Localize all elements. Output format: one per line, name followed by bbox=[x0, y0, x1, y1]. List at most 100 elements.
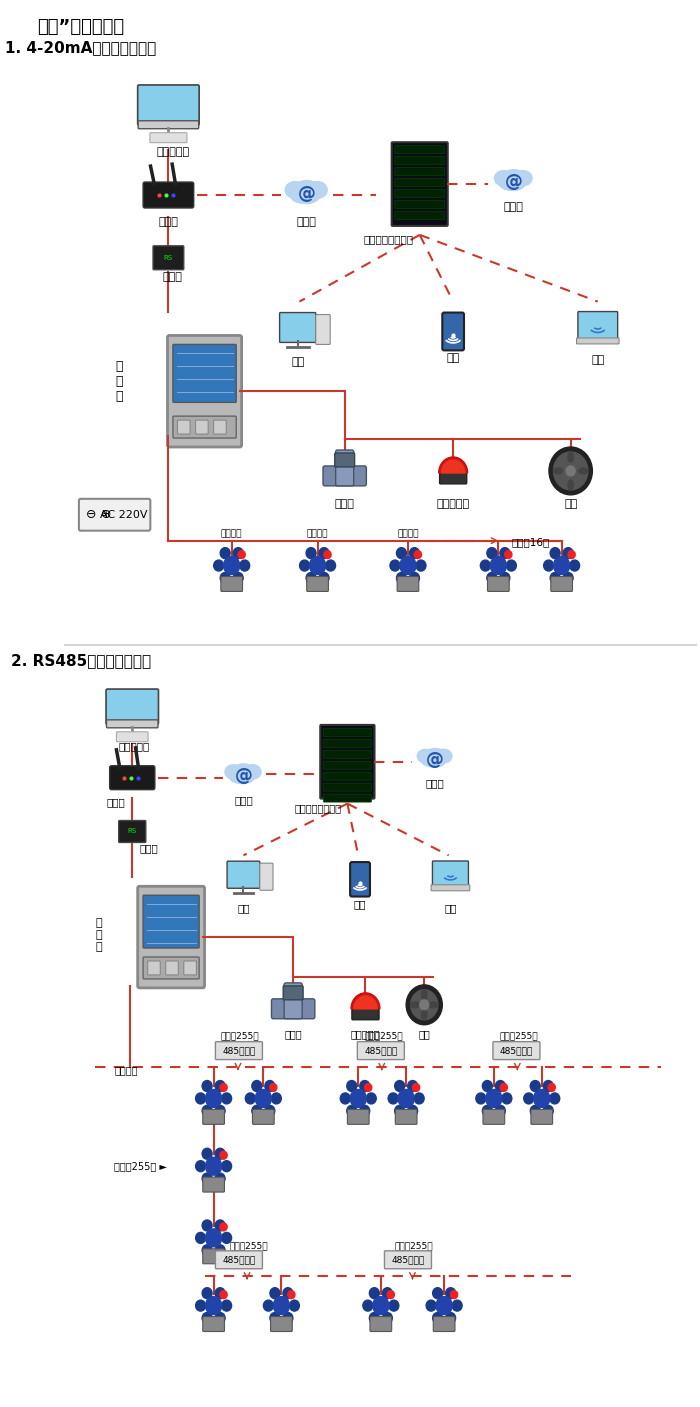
Ellipse shape bbox=[500, 547, 510, 559]
Text: 风机: 风机 bbox=[419, 1029, 430, 1038]
Ellipse shape bbox=[270, 1313, 280, 1324]
Text: 可连接255台 ►: 可连接255台 ► bbox=[114, 1161, 167, 1171]
Ellipse shape bbox=[272, 1093, 281, 1104]
FancyBboxPatch shape bbox=[173, 345, 236, 402]
Ellipse shape bbox=[382, 1287, 392, 1299]
FancyBboxPatch shape bbox=[316, 315, 330, 345]
Ellipse shape bbox=[215, 1287, 225, 1299]
Circle shape bbox=[505, 550, 512, 559]
FancyBboxPatch shape bbox=[487, 577, 509, 591]
Ellipse shape bbox=[446, 1287, 456, 1299]
Ellipse shape bbox=[222, 1093, 232, 1104]
FancyBboxPatch shape bbox=[220, 577, 242, 591]
FancyBboxPatch shape bbox=[195, 421, 208, 435]
FancyBboxPatch shape bbox=[116, 732, 148, 741]
Ellipse shape bbox=[543, 1081, 553, 1092]
FancyBboxPatch shape bbox=[177, 421, 190, 435]
Circle shape bbox=[406, 985, 442, 1024]
Ellipse shape bbox=[202, 1287, 212, 1299]
Circle shape bbox=[486, 1089, 502, 1107]
Text: 信号输出: 信号输出 bbox=[221, 529, 242, 539]
Ellipse shape bbox=[202, 1173, 212, 1185]
Ellipse shape bbox=[446, 1313, 456, 1324]
Text: @: @ bbox=[234, 767, 253, 785]
Ellipse shape bbox=[396, 547, 407, 559]
Ellipse shape bbox=[370, 1287, 379, 1299]
Text: 信号输出: 信号输出 bbox=[397, 529, 419, 539]
Text: 485中继器: 485中继器 bbox=[364, 1047, 398, 1055]
FancyBboxPatch shape bbox=[347, 1109, 369, 1124]
Circle shape bbox=[450, 1290, 458, 1299]
Text: 终端: 终端 bbox=[444, 903, 456, 913]
Ellipse shape bbox=[550, 547, 560, 559]
Circle shape bbox=[372, 1297, 389, 1314]
Ellipse shape bbox=[487, 573, 497, 584]
FancyBboxPatch shape bbox=[551, 577, 573, 591]
FancyBboxPatch shape bbox=[357, 1041, 405, 1059]
Text: 转换器: 转换器 bbox=[163, 272, 183, 281]
Text: ⊖: ⊖ bbox=[86, 508, 97, 521]
Ellipse shape bbox=[202, 1220, 212, 1231]
Circle shape bbox=[412, 1083, 420, 1092]
Text: @: @ bbox=[426, 751, 444, 768]
Text: 终端: 终端 bbox=[592, 356, 604, 366]
FancyBboxPatch shape bbox=[203, 1249, 225, 1263]
FancyBboxPatch shape bbox=[214, 421, 226, 435]
Ellipse shape bbox=[506, 560, 517, 571]
Ellipse shape bbox=[550, 573, 560, 584]
Text: 转换器: 转换器 bbox=[139, 843, 158, 854]
Ellipse shape bbox=[499, 176, 524, 190]
Ellipse shape bbox=[564, 547, 573, 559]
Ellipse shape bbox=[396, 573, 407, 584]
Circle shape bbox=[220, 1151, 228, 1159]
Ellipse shape bbox=[382, 1313, 392, 1324]
FancyBboxPatch shape bbox=[260, 862, 273, 891]
FancyBboxPatch shape bbox=[323, 466, 366, 485]
Ellipse shape bbox=[435, 750, 452, 763]
Circle shape bbox=[309, 557, 326, 574]
FancyBboxPatch shape bbox=[350, 862, 370, 896]
FancyBboxPatch shape bbox=[216, 1251, 262, 1269]
FancyBboxPatch shape bbox=[138, 886, 204, 988]
Circle shape bbox=[223, 557, 240, 574]
Ellipse shape bbox=[395, 1081, 405, 1092]
Ellipse shape bbox=[263, 1300, 274, 1311]
Text: @: @ bbox=[505, 173, 523, 191]
Wedge shape bbox=[439, 457, 468, 473]
Ellipse shape bbox=[417, 750, 434, 763]
Ellipse shape bbox=[564, 573, 573, 584]
Text: 声光报警器: 声光报警器 bbox=[351, 1029, 380, 1038]
Ellipse shape bbox=[550, 1093, 560, 1104]
FancyBboxPatch shape bbox=[531, 1109, 552, 1124]
Text: 声光报警器: 声光报警器 bbox=[437, 499, 470, 509]
Ellipse shape bbox=[346, 1106, 357, 1116]
Text: RS: RS bbox=[164, 255, 173, 260]
FancyBboxPatch shape bbox=[384, 1251, 431, 1269]
Circle shape bbox=[206, 1089, 222, 1107]
Ellipse shape bbox=[433, 1313, 442, 1324]
Ellipse shape bbox=[215, 1245, 225, 1256]
Ellipse shape bbox=[195, 1093, 206, 1104]
Ellipse shape bbox=[500, 170, 526, 190]
Circle shape bbox=[273, 1297, 290, 1314]
Ellipse shape bbox=[222, 1300, 232, 1311]
Text: 手机: 手机 bbox=[354, 899, 366, 909]
FancyBboxPatch shape bbox=[143, 895, 199, 948]
Ellipse shape bbox=[265, 1106, 275, 1116]
Ellipse shape bbox=[363, 1300, 373, 1311]
Text: ⊕: ⊕ bbox=[101, 508, 111, 521]
Ellipse shape bbox=[480, 560, 490, 571]
Circle shape bbox=[206, 1228, 222, 1247]
FancyBboxPatch shape bbox=[203, 1317, 225, 1331]
Ellipse shape bbox=[568, 452, 573, 461]
FancyBboxPatch shape bbox=[395, 1109, 417, 1124]
Ellipse shape bbox=[202, 1106, 212, 1116]
Text: 1. 4-20mA信号连接系统图: 1. 4-20mA信号连接系统图 bbox=[5, 41, 156, 56]
Ellipse shape bbox=[306, 573, 316, 584]
FancyBboxPatch shape bbox=[323, 750, 371, 758]
Circle shape bbox=[206, 1297, 222, 1314]
Ellipse shape bbox=[202, 1245, 212, 1256]
Text: 互联网: 互联网 bbox=[504, 203, 524, 212]
Ellipse shape bbox=[524, 1093, 533, 1104]
Wedge shape bbox=[354, 996, 377, 1009]
